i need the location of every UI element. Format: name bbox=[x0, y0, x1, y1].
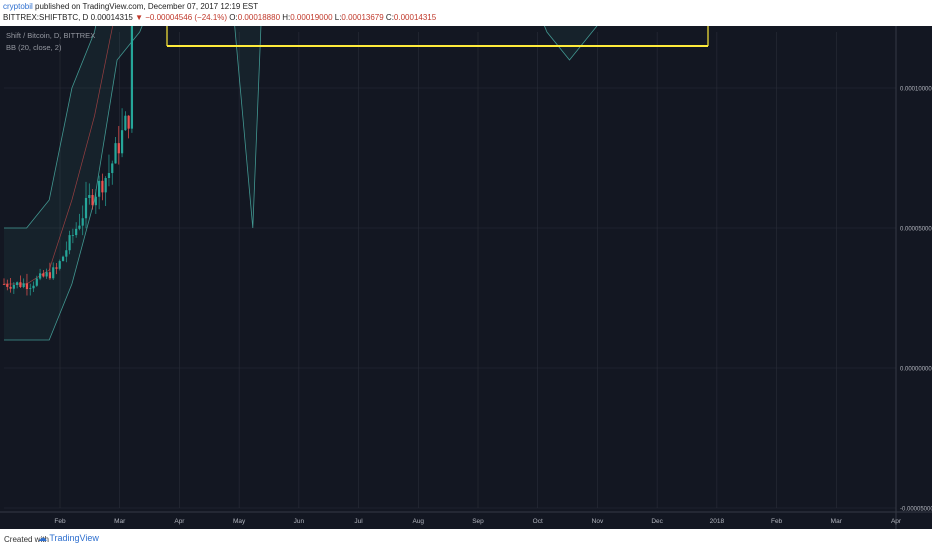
open-label: O: bbox=[229, 13, 238, 22]
candle-body bbox=[25, 283, 29, 290]
candle-body bbox=[42, 273, 45, 277]
high-value: 0.00019000 bbox=[290, 13, 333, 22]
candle-body bbox=[61, 256, 65, 262]
legend-indicator: BB (20, close, 2) bbox=[6, 43, 62, 52]
candle-body bbox=[78, 225, 81, 229]
close-label: C: bbox=[385, 13, 394, 22]
x-axis: Feb Mar Apr May Jun Jul Aug Sep Oct Nov Dec 2018 Feb… bbox=[0, 511, 932, 525]
candle-body bbox=[65, 250, 68, 257]
candle-body bbox=[52, 267, 55, 279]
publish-line: cryptobil published on TradingView.com, … bbox=[3, 2, 258, 11]
candle-body bbox=[101, 180, 104, 193]
legend-title: Shift / Bitcoin, D, BITTREX bbox=[6, 31, 95, 40]
publish-info: published on TradingView.com, December 0… bbox=[35, 2, 259, 11]
x-tick-label: Mar bbox=[831, 518, 843, 525]
close-value: 0.00014315 bbox=[393, 13, 437, 22]
y-tick-label: 0.00010000 bbox=[900, 87, 932, 93]
candle-body bbox=[12, 284, 15, 289]
x-tick-label: 2018 bbox=[710, 518, 725, 525]
x-tick-label: May bbox=[233, 518, 246, 525]
candle-body bbox=[104, 178, 107, 193]
bb-lower-band bbox=[4, 0, 619, 341]
footer: Created with ☁ TradingView bbox=[0, 529, 932, 550]
candle-body bbox=[16, 282, 19, 285]
x-tick-label: Jul bbox=[354, 518, 363, 525]
x-tick-label: Nov bbox=[592, 518, 604, 525]
x-tick-label: Apr bbox=[891, 518, 902, 525]
candle-body bbox=[9, 286, 12, 289]
candle-body bbox=[84, 197, 88, 219]
price-chart[interactable]: 0.001200000.001150000.001100000.00105000… bbox=[0, 0, 932, 529]
publisher-link[interactable]: cryptobil bbox=[3, 2, 33, 11]
x-tick-label: Sep bbox=[472, 518, 484, 525]
low-value: 0.00013679 bbox=[341, 13, 384, 22]
candle-body bbox=[68, 235, 71, 251]
y-tick-label: 0.00000000 bbox=[900, 367, 932, 373]
candle-body bbox=[107, 173, 111, 179]
open-value: 0.00018880 bbox=[237, 13, 281, 22]
x-tick-label: Oct bbox=[533, 518, 543, 525]
x-tick-label: Apr bbox=[174, 518, 185, 525]
candle-body bbox=[71, 235, 74, 236]
ohlc-line: BITTREX:SHIFTBTC, D 0.00014315 ▼ −0.0000… bbox=[3, 13, 436, 22]
grid-lines bbox=[4, 32, 897, 509]
candle-body bbox=[58, 261, 61, 269]
low-label: L: bbox=[334, 13, 342, 22]
price-change: ▼ −0.00004546 (−24.1%) bbox=[135, 13, 228, 22]
x-tick-label: Jun bbox=[294, 518, 305, 525]
candle-body bbox=[19, 282, 22, 287]
x-tick-label: Feb bbox=[771, 518, 783, 525]
y-tick-label: 0.00005000 bbox=[900, 227, 932, 233]
candle-body bbox=[38, 273, 42, 279]
candle-body bbox=[114, 143, 117, 164]
candle-body bbox=[117, 143, 120, 154]
bb-fill bbox=[4, 0, 619, 340]
candle-body bbox=[94, 196, 97, 206]
candle-body bbox=[98, 180, 101, 197]
candle-body bbox=[45, 272, 48, 277]
x-tick-label: Dec bbox=[651, 518, 663, 525]
candle-body bbox=[75, 228, 78, 236]
candle-body bbox=[88, 195, 91, 198]
x-tick-label: Feb bbox=[54, 518, 66, 525]
high-label: H: bbox=[282, 13, 291, 22]
candle-body bbox=[81, 218, 84, 226]
chart-area[interactable]: 0.001200000.001150000.001100000.00105000… bbox=[0, 0, 932, 529]
tradingview-brand: TradingView bbox=[49, 533, 99, 543]
y-axis: 0.001200000.001150000.001100000.00105000… bbox=[895, 26, 932, 529]
candle-body bbox=[29, 288, 32, 290]
candle-body bbox=[111, 163, 114, 174]
candle-body bbox=[48, 272, 52, 279]
tradingview-logo-icon[interactable]: ☁ TradingView bbox=[38, 533, 99, 543]
candle-body bbox=[130, 0, 134, 129]
candle-body bbox=[127, 115, 130, 129]
candle-body bbox=[32, 285, 35, 289]
y-tick-label: -0.00005000 bbox=[900, 507, 932, 513]
candle-body bbox=[2, 284, 6, 285]
x-tick-label: Mar bbox=[114, 518, 126, 525]
x-tick-label: Aug bbox=[412, 518, 424, 525]
candle-body bbox=[55, 267, 58, 269]
candle-body bbox=[22, 283, 25, 287]
candle-body bbox=[120, 130, 124, 154]
candle-body bbox=[35, 278, 38, 286]
chart-header: cryptobil published on TradingView.com, … bbox=[0, 0, 932, 26]
created-with-label: Created with bbox=[4, 535, 49, 544]
symbol-label: BITTREX:SHIFTBTC, D bbox=[3, 13, 89, 22]
candles bbox=[2, 0, 134, 296]
candle-body bbox=[124, 115, 127, 131]
candle-body bbox=[6, 284, 9, 287]
last-price: 0.00014315 bbox=[90, 13, 133, 22]
candle-body bbox=[91, 195, 94, 206]
